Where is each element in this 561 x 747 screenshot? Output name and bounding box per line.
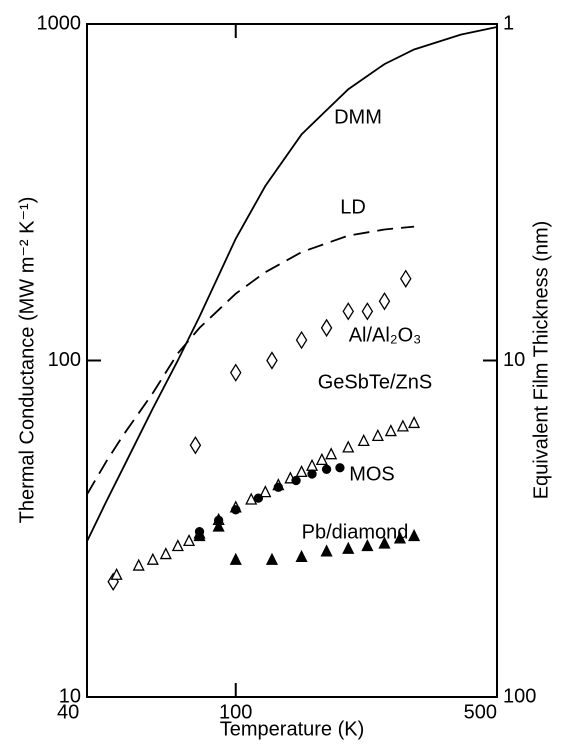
y-tick-label: 10 (59, 685, 81, 707)
triangle-marker (342, 541, 355, 554)
triangle-marker (193, 528, 206, 542)
diamond-marker (320, 318, 333, 338)
triangle-marker (361, 539, 374, 552)
triangle-marker (212, 519, 225, 532)
circle-marker (253, 493, 264, 503)
y-tick-label: 1000 (37, 12, 82, 34)
circle-marker (273, 482, 283, 492)
series-label: MOS (349, 463, 395, 485)
diamond-marker (266, 351, 278, 370)
circle-marker (291, 475, 301, 486)
triangle-marker (245, 492, 258, 505)
triangle-marker (325, 447, 338, 460)
triangle-marker (378, 536, 391, 549)
series-line (86, 225, 415, 495)
y2-tick-label: 1 (503, 12, 514, 34)
triangle-marker (132, 558, 145, 571)
plot-frame (86, 23, 498, 698)
triangle-marker (182, 533, 196, 547)
series-label: Al/Al₂O₃ (349, 324, 422, 346)
x-tick-label: 40 (57, 701, 79, 723)
diamond-marker (378, 292, 391, 311)
triangle-marker (384, 424, 397, 437)
diamond-marker (361, 302, 374, 321)
triangle-marker (295, 464, 308, 478)
x-tick-label: 500 (464, 701, 497, 723)
triangle-marker (229, 552, 242, 565)
triangle-marker (159, 547, 172, 560)
triangle-marker (295, 549, 308, 563)
triangle-marker (408, 416, 421, 429)
diamond-marker (342, 302, 355, 321)
diamond-marker (189, 436, 202, 455)
triangle-marker (110, 567, 123, 580)
diamond-marker (229, 363, 242, 382)
circle-marker (321, 464, 332, 474)
diamond-marker (399, 269, 412, 288)
y2-tick-label: 100 (503, 685, 536, 707)
triangle-marker (371, 428, 384, 442)
y2-axis-label: Equivalent Film Thickness (nm) (530, 221, 552, 500)
triangle-marker (396, 419, 409, 432)
circle-marker (231, 505, 241, 515)
circle-marker (335, 463, 345, 473)
y2-tick-label: 10 (503, 349, 525, 371)
x-axis-label: Temperature (K) (220, 718, 365, 740)
triangle-marker (146, 552, 159, 565)
y-tick-label: 100 (48, 349, 81, 371)
triangle-marker (393, 531, 407, 544)
series-label: GeSbTe/ZnS (318, 371, 433, 393)
y-axis-label: Thermal Conductance (MW m⁻² K⁻¹) (16, 197, 38, 524)
series-line (86, 26, 498, 542)
triangle-marker (305, 458, 319, 471)
series-label: DMM (334, 106, 382, 128)
series-label: LD (340, 196, 366, 218)
triangle-marker (171, 539, 184, 552)
series-label: Pb/diamond (302, 521, 409, 543)
triangle-marker (265, 552, 279, 565)
triangle-marker (315, 452, 328, 465)
triangle-marker (357, 433, 370, 447)
triangle-marker (342, 440, 355, 453)
x-tick-label: 100 (219, 701, 252, 723)
triangle-marker (259, 485, 272, 498)
triangle-marker (320, 544, 333, 557)
triangle-marker (408, 528, 421, 542)
circle-marker (307, 469, 317, 479)
diamond-marker (295, 330, 308, 350)
